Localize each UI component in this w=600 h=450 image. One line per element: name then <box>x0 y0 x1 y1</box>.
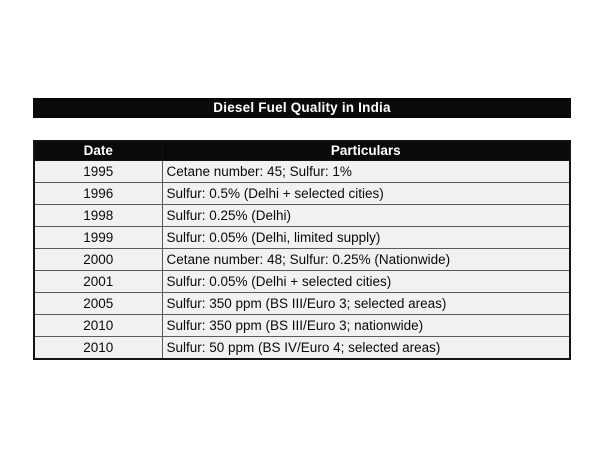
table-row: 2001 Sulfur: 0.05% (Delhi + selected citi… <box>33 269 571 293</box>
particulars-cell: Sulfur: 0.05% (Delhi, limited supply) <box>161 225 571 249</box>
date-cell: 2010 <box>33 335 163 359</box>
particulars-cell: Sulfur: 0.05% (Delhi + selected cities) <box>161 269 571 293</box>
table-row: 1998 Sulfur: 0.25% (Delhi) <box>33 203 571 227</box>
date-cell: 1998 <box>33 203 163 227</box>
date-cell: 2005 <box>33 291 163 315</box>
table-row: 2005 Sulfur: 350 ppm (BS III/Euro 3; sele… <box>33 291 571 315</box>
particulars-cell: Sulfur: 0.5% (Delhi + selected cities) <box>161 181 571 205</box>
particulars-cell: Sulfur: 0.25% (Delhi) <box>161 203 571 227</box>
date-cell: 1995 <box>33 159 163 183</box>
date-cell: 1999 <box>33 225 163 249</box>
fuel-quality-table: Date Particulars 1995 Cetane number: 45; … <box>33 140 571 360</box>
particulars-cell: Sulfur: 350 ppm (BS III/Euro 3; nationwi… <box>161 313 571 337</box>
particulars-cell: Cetane number: 48; Sulfur: 0.25% (Nation… <box>161 247 571 271</box>
header-date: Date <box>33 140 163 161</box>
table-title-bar: Diesel Fuel Quality in India <box>33 98 571 118</box>
table-row: 2010 Sulfur: 350 ppm (BS III/Euro 3; nati… <box>33 313 571 337</box>
table-row: 2010 Sulfur: 50 ppm (BS IV/Euro 4; select… <box>33 335 571 359</box>
table-row: 1996 Sulfur: 0.5% (Delhi + selected citie… <box>33 181 571 205</box>
particulars-cell: Sulfur: 350 ppm (BS III/Euro 3; selected… <box>161 291 571 315</box>
date-cell: 2001 <box>33 269 163 293</box>
table-header: Date Particulars <box>33 140 571 161</box>
particulars-cell: Cetane number: 45; Sulfur: 1% <box>161 159 571 183</box>
table-row: 1995 Cetane number: 45; Sulfur: 1% <box>33 159 571 183</box>
table-row: 2000 Cetane number: 48; Sulfur: 0.25% (Na… <box>33 247 571 271</box>
header-row: Date Particulars <box>33 140 571 161</box>
date-cell: 2010 <box>33 313 163 337</box>
table-body: 1995 Cetane number: 45; Sulfur: 1% 1996 Sul… <box>33 159 571 359</box>
header-particulars: Particulars <box>161 140 571 161</box>
table-row: 1999 Sulfur: 0.05% (Delhi, limited supply… <box>33 225 571 249</box>
particulars-cell: Sulfur: 50 ppm (BS IV/Euro 4; selected a… <box>161 335 571 359</box>
date-cell: 1996 <box>33 181 163 205</box>
date-cell: 2000 <box>33 247 163 271</box>
